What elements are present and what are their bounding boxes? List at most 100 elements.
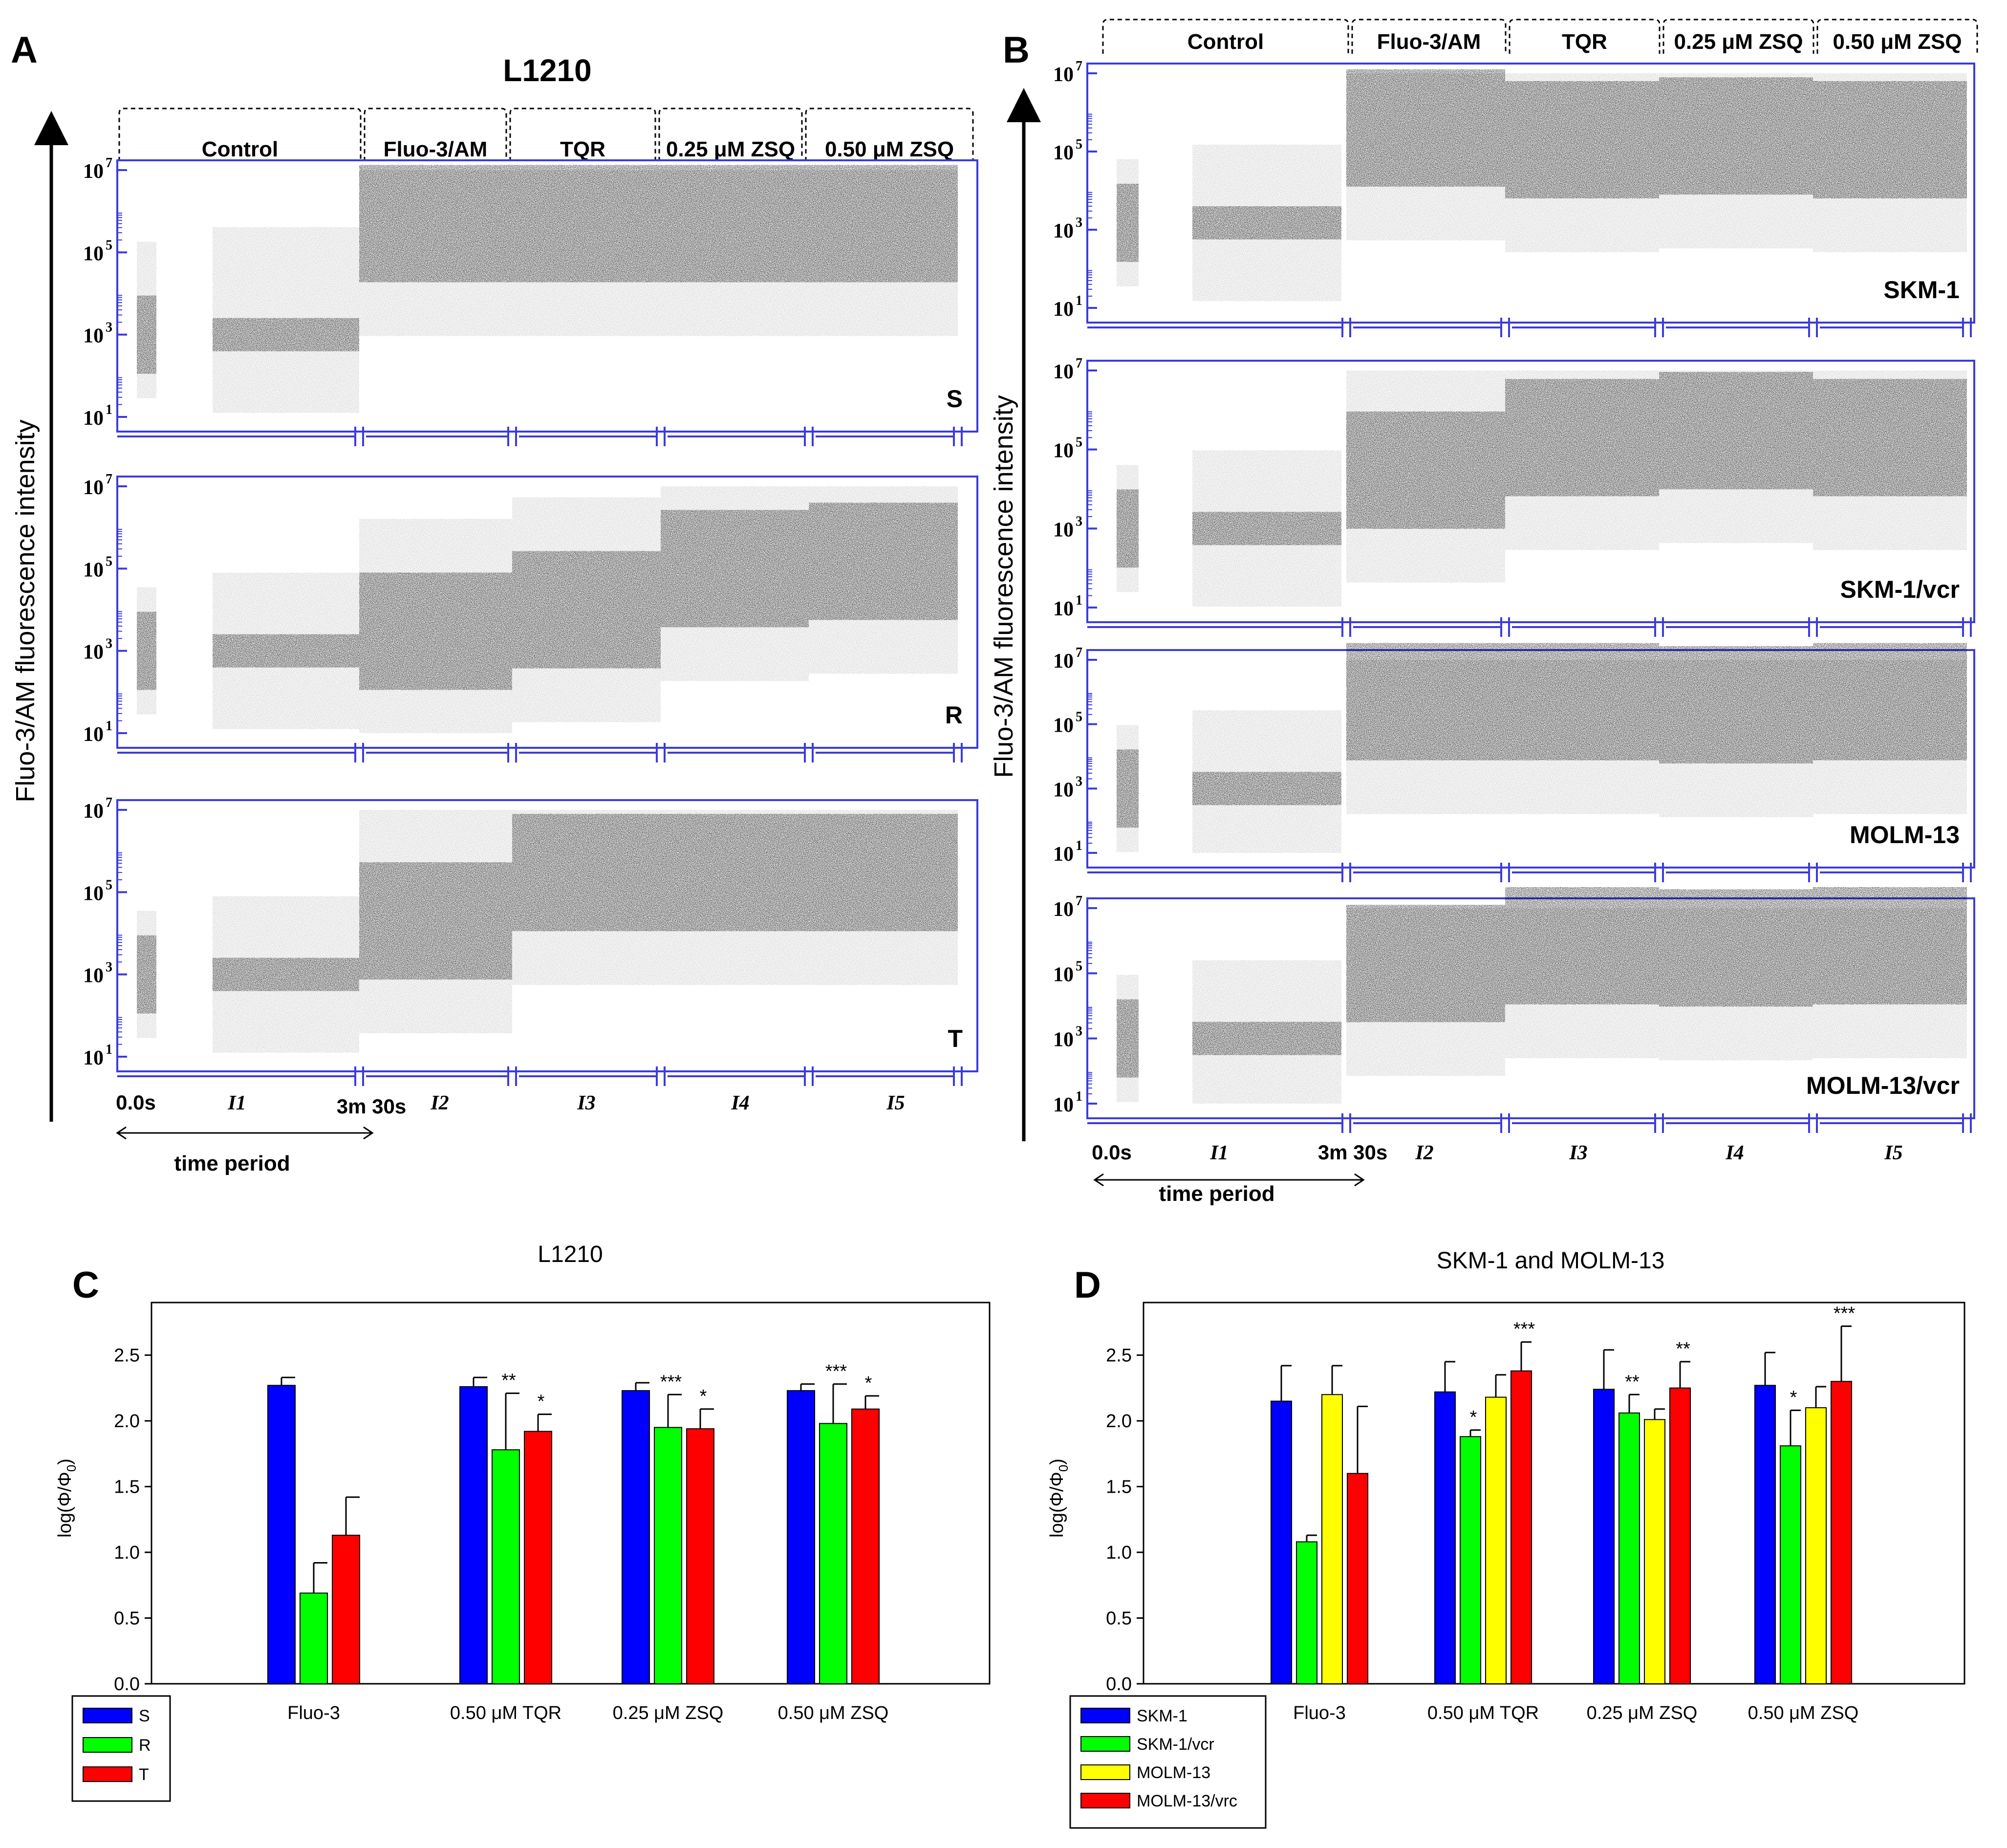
panel-a-brace-2	[509, 108, 656, 161]
panel-d-sig-3-1: ***	[1513, 1319, 1535, 1340]
panel-d-legend-swatch-2	[1080, 1764, 1130, 1780]
panel-a-subplot-1-tick-label-0: 10	[83, 723, 104, 746]
panel-d-x-tick-label-3: 0.50 μM ZSQ	[1748, 1703, 1859, 1723]
panel-a-subplot-1-scatter-core-1	[213, 634, 359, 668]
panel-d: D SKM-1 and MOLM-13 0.0 0.5 1.0 1.5 2.0 2.5 lo…	[1047, 1248, 1965, 1829]
panel-d-title: SKM-1 and MOLM-13	[1437, 1248, 1665, 1274]
panel-a-x-labels: 0.0s 3m 30s time period I1 I2 I3 I4 I5	[116, 1091, 905, 1175]
panel-a-interval-label-1: I2	[430, 1092, 449, 1114]
panel-b-subplot-2-tick-label-0: 10	[1053, 843, 1074, 866]
panel-a-x-end-control: 3m 30s	[337, 1095, 406, 1118]
panel-b-subplot-3-scatter-core-4	[1659, 889, 1813, 1007]
panel-b-subplot-2-tick-exp-0: 1	[1076, 838, 1082, 853]
panel-a-subplot-0-tick-label-3: 10	[83, 160, 104, 183]
panel-a-subplot-2-scatter-core-3	[512, 814, 661, 932]
panel-d-sig-1-2: **	[1625, 1371, 1640, 1392]
panel-d-bar-3-3	[1831, 1381, 1852, 1685]
panel-b-subplot-1-scatter-core-1	[1192, 512, 1341, 545]
panel-a-interval-label-0: I1	[227, 1092, 246, 1114]
panel-b-subplot-3-tick-exp-3: 7	[1076, 893, 1082, 909]
panel-c-y-label-sub: 0	[64, 1465, 79, 1472]
panel-b-subplot-1-tick-label-1: 10	[1053, 519, 1074, 541]
panel-b-subplot-1-tick-exp-2: 5	[1076, 435, 1082, 450]
panel-a-brace-1	[364, 108, 507, 161]
panel-a-subplot-2-frame	[116, 799, 978, 1072]
panel-b-subplot-1-label: SKM-1/vcr	[1840, 576, 1960, 603]
panel-b-subplot-2-scatter-core-0	[1117, 749, 1139, 828]
panel-c-bar-1-2	[654, 1427, 682, 1685]
panel-c-y-tick-label-3: 1.5	[114, 1477, 140, 1498]
panel-a-subplot-1-scatter-core-0	[137, 611, 156, 690]
panel-b-subplot-3-scatter-core-2	[1346, 905, 1505, 1022]
panel-a-subplot-1-tick-exp-2: 5	[106, 554, 112, 569]
panel-b-subplot-3-interval-axis	[1087, 1113, 1972, 1133]
panel-c-y-tick-label-2: 1.0	[114, 1543, 140, 1563]
panel-c-x-tick-label-1: 0.50 μM TQR	[450, 1703, 561, 1723]
panel-b-subplot-0-scatter-core-2	[1346, 69, 1505, 187]
panel-a-subplot-2-label: T	[948, 1025, 963, 1052]
panel-b-subplot-0-scatter-core-3	[1505, 81, 1659, 198]
panel-a-subplot-1-frame	[116, 476, 978, 749]
panel-b-subplot-2-tick-label-1: 10	[1053, 779, 1074, 801]
panel-b-y-title: Fluo-3/AM fluorescence intensity	[989, 395, 1018, 778]
panel-b-subplot-3-scatter-core-1	[1192, 1022, 1341, 1055]
panel-c-title: L1210	[538, 1241, 603, 1267]
panel-d-legend-swatch-3	[1080, 1793, 1130, 1808]
panel-d-bar-1-2	[1619, 1412, 1640, 1685]
panel-a-subplot-1-interval-axis	[117, 743, 963, 762]
panel-b-x-end-control: 3m 30s	[1318, 1141, 1387, 1164]
panel-d-y-tick-label-2: 1.0	[1106, 1543, 1132, 1563]
panel-a-time-arrow-right	[363, 1126, 374, 1140]
panel-letter-d: D	[1074, 1264, 1101, 1306]
panel-d-y-tick-label-0: 0.0	[1106, 1674, 1132, 1695]
panel-d-bar-2-3	[1805, 1407, 1827, 1684]
panel-d-bar-3-0	[1347, 1473, 1368, 1685]
panel-a-period-label-4: 0.50 μM ZSQ	[825, 137, 954, 161]
panel-a-subplot-2-interval-axis	[117, 1066, 963, 1086]
panel-a-interval-label-3: I4	[731, 1092, 749, 1114]
panel-c-y-tick-label-5: 2.5	[114, 1346, 140, 1366]
panel-d-legend-label-0: SKM-1	[1137, 1707, 1187, 1725]
panel-a-subplot-1-scatter-core-2	[359, 572, 512, 690]
panel-c-bar-0-2	[622, 1390, 650, 1684]
panel-d-bar-3-2	[1669, 1387, 1691, 1685]
panel-d-legend-swatch-0	[1080, 1708, 1130, 1723]
panel-c-legend: SRT	[71, 1695, 171, 1802]
panel-b-subplot-0-interval-axis	[1087, 318, 1972, 337]
panel-a-subplot-2-tick-exp-0: 1	[106, 1042, 112, 1057]
panel-a-subplot-1-tick-label-2: 10	[83, 559, 104, 581]
panel-d-bar-2-1	[1485, 1396, 1507, 1685]
panel-c-y-label: log(Φ/Φ0)	[55, 1458, 79, 1538]
panel-c-bar-0-3	[787, 1390, 815, 1684]
panel-b-x-labels: 0.0s 3m 30s time period I1 I2 I3 I4 I5	[1092, 1141, 1903, 1206]
panel-c-legend-label-1: R	[139, 1736, 151, 1755]
panel-d-legend-label-1: SKM-1/vcr	[1137, 1735, 1214, 1754]
panel-c-bar-2-2	[686, 1428, 714, 1684]
panel-a-subplot-1-label: R	[945, 701, 963, 729]
panel-a-x-start: 0.0s	[116, 1091, 156, 1114]
panel-b-subplot-3-label: MOLM-13/vcr	[1806, 1072, 1960, 1099]
panel-c-bar-1-1	[492, 1449, 520, 1685]
panel-b-brace-0	[1102, 19, 1349, 54]
panel-a-subplot-0-tick-exp-1: 3	[106, 320, 112, 335]
panel-c-bar-1-0	[300, 1592, 328, 1685]
panel-d-bar-0-1	[1434, 1391, 1456, 1684]
panel-b-interval-label-2: I3	[1569, 1142, 1587, 1164]
panel-c-bar-2-3	[851, 1408, 880, 1684]
panel-d-sig-1-3: *	[1790, 1388, 1797, 1408]
panel-b-x-start: 0.0s	[1092, 1141, 1132, 1164]
panel-b-subplot-0-frame	[1086, 63, 1975, 324]
panel-b-brace-1	[1351, 19, 1507, 54]
panel-b-subplot-2-tick-exp-2: 5	[1076, 710, 1082, 725]
panel-a-y-title: Fluo-3/AM fluorescence intensity	[11, 419, 40, 802]
panel-a-subplot-0-tick-exp-3: 7	[106, 155, 112, 171]
panel-b-subplot-1-tick-exp-1: 3	[1076, 514, 1082, 529]
panel-b-subplot-2-tick-exp-1: 3	[1076, 774, 1082, 789]
panel-a-subplot-0-frame	[116, 159, 978, 433]
panel-a-subplot-1-scatter-core-5	[809, 502, 958, 620]
